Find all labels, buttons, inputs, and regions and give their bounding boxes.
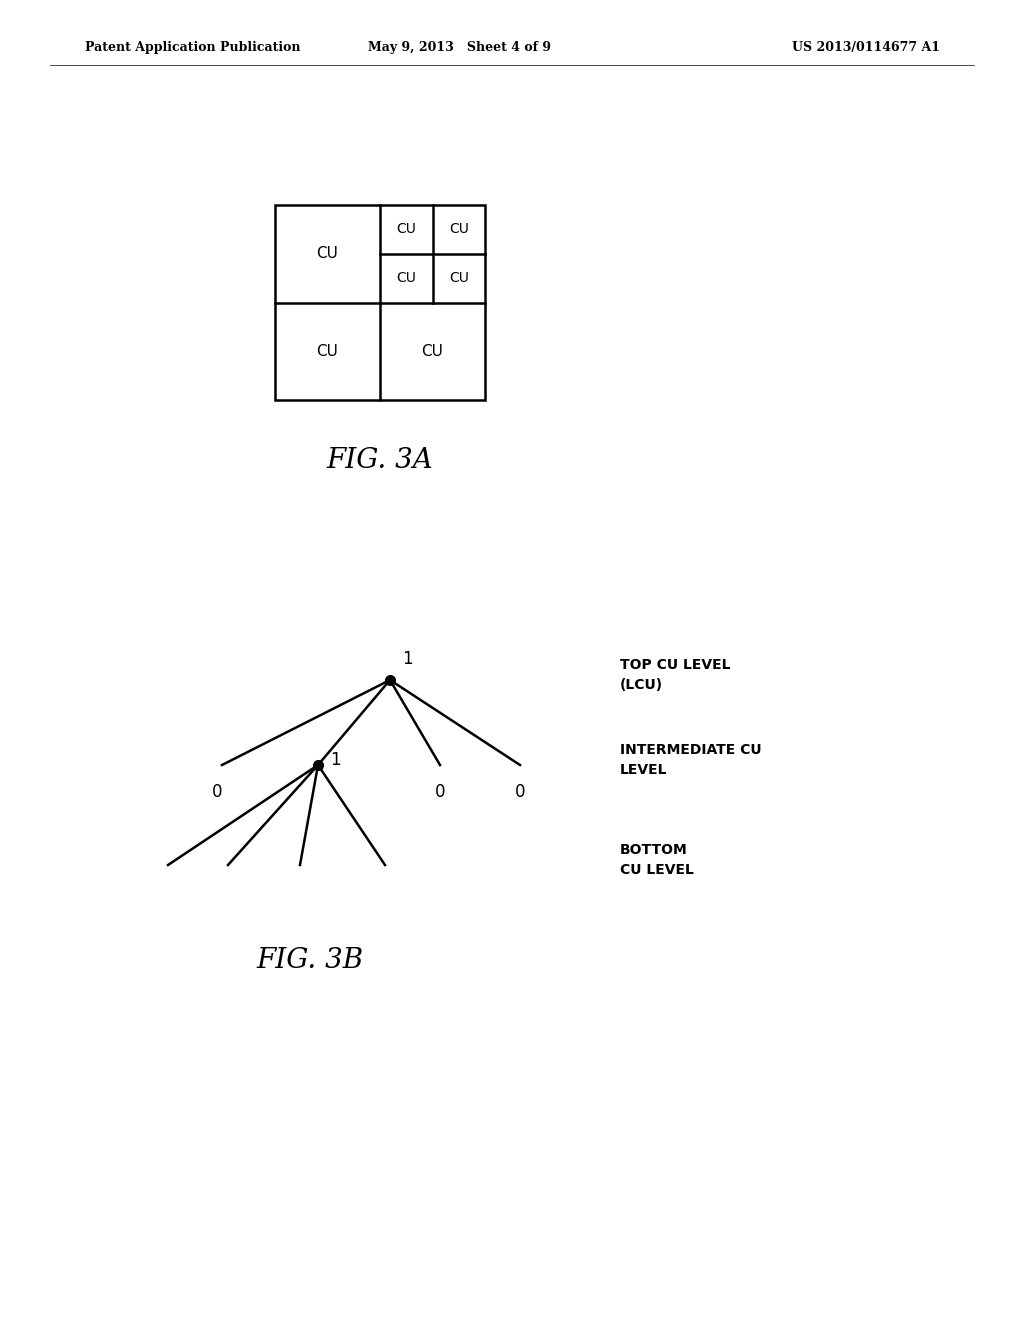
Text: FIG. 3B: FIG. 3B — [256, 946, 364, 974]
Text: CU: CU — [316, 247, 339, 261]
Text: US 2013/0114677 A1: US 2013/0114677 A1 — [792, 41, 940, 54]
Text: TOP CU LEVEL
(LCU): TOP CU LEVEL (LCU) — [620, 659, 730, 692]
Text: CU: CU — [422, 343, 443, 359]
Text: 1: 1 — [402, 649, 413, 668]
Text: CU: CU — [396, 271, 416, 285]
Text: May 9, 2013   Sheet 4 of 9: May 9, 2013 Sheet 4 of 9 — [369, 41, 552, 54]
Text: 0: 0 — [212, 783, 222, 801]
Text: BOTTOM
CU LEVEL: BOTTOM CU LEVEL — [620, 843, 694, 876]
Text: Patent Application Publication: Patent Application Publication — [85, 41, 300, 54]
Text: 1: 1 — [330, 751, 341, 770]
Bar — [275, 205, 485, 400]
Text: CU: CU — [449, 222, 469, 236]
Text: FIG. 3A: FIG. 3A — [327, 446, 433, 474]
Text: CU: CU — [396, 222, 416, 236]
Text: CU: CU — [449, 271, 469, 285]
Text: INTERMEDIATE CU
LEVEL: INTERMEDIATE CU LEVEL — [620, 743, 762, 776]
Text: 0: 0 — [515, 783, 525, 801]
Text: 0: 0 — [435, 783, 445, 801]
Text: CU: CU — [316, 343, 339, 359]
